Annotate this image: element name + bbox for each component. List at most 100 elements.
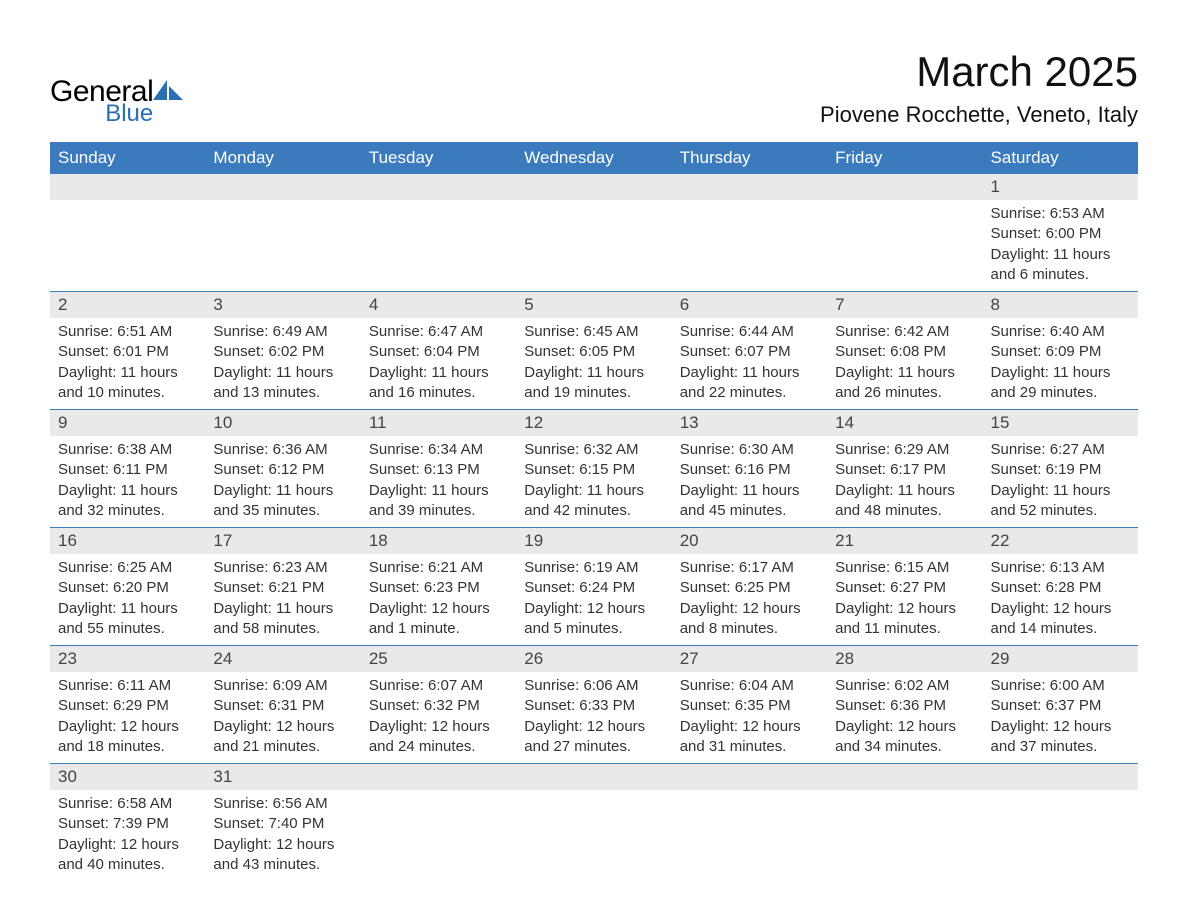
calendar-cell bbox=[361, 174, 516, 292]
day-number: 25 bbox=[361, 646, 516, 672]
calendar-row: 1Sunrise: 6:53 AMSunset: 6:00 PMDaylight… bbox=[50, 174, 1138, 292]
day-body: Sunrise: 6:29 AMSunset: 6:17 PMDaylight:… bbox=[827, 436, 982, 527]
calendar-cell: 6Sunrise: 6:44 AMSunset: 6:07 PMDaylight… bbox=[672, 292, 827, 410]
calendar-cell: 30Sunrise: 6:58 AMSunset: 7:39 PMDayligh… bbox=[50, 764, 205, 882]
daylight-line: Daylight: 12 hours and 27 minutes. bbox=[524, 718, 645, 755]
sunrise-line: Sunrise: 6:47 AM bbox=[369, 323, 483, 340]
calendar-cell: 14Sunrise: 6:29 AMSunset: 6:17 PMDayligh… bbox=[827, 410, 982, 528]
calendar-thead: SundayMondayTuesdayWednesdayThursdayFrid… bbox=[50, 142, 1138, 174]
daylight-line: Daylight: 12 hours and 14 minutes. bbox=[991, 600, 1112, 637]
sunset-line: Sunset: 6:31 PM bbox=[213, 697, 324, 714]
daylight-line: Daylight: 12 hours and 43 minutes. bbox=[213, 836, 334, 873]
calendar-cell: 2Sunrise: 6:51 AMSunset: 6:01 PMDaylight… bbox=[50, 292, 205, 410]
sunrise-line: Sunrise: 6:51 AM bbox=[58, 323, 172, 340]
sunset-line: Sunset: 6:24 PM bbox=[524, 579, 635, 596]
day-number: 19 bbox=[516, 528, 671, 554]
day-body: Sunrise: 6:17 AMSunset: 6:25 PMDaylight:… bbox=[672, 554, 827, 645]
sunset-line: Sunset: 6:13 PM bbox=[369, 461, 480, 478]
calendar-page: General Blue March 2025 Piovene Rocchett… bbox=[0, 0, 1188, 881]
daylight-line: Daylight: 11 hours and 58 minutes. bbox=[213, 600, 333, 637]
sunset-line: Sunset: 6:15 PM bbox=[524, 461, 635, 478]
sunrise-line: Sunrise: 6:40 AM bbox=[991, 323, 1105, 340]
sunrise-line: Sunrise: 6:38 AM bbox=[58, 441, 172, 458]
sunrise-line: Sunrise: 6:25 AM bbox=[58, 559, 172, 576]
day-body: Sunrise: 6:44 AMSunset: 6:07 PMDaylight:… bbox=[672, 318, 827, 409]
day-number: 12 bbox=[516, 410, 671, 436]
month-title: March 2025 bbox=[820, 48, 1138, 96]
daylight-line: Daylight: 12 hours and 1 minute. bbox=[369, 600, 490, 637]
day-number: 6 bbox=[672, 292, 827, 318]
day-number: 15 bbox=[983, 410, 1138, 436]
daylight-line: Daylight: 12 hours and 37 minutes. bbox=[991, 718, 1112, 755]
day-number: 16 bbox=[50, 528, 205, 554]
location-subtitle: Piovene Rocchette, Veneto, Italy bbox=[820, 102, 1138, 128]
day-number: 10 bbox=[205, 410, 360, 436]
day-number: 8 bbox=[983, 292, 1138, 318]
sunrise-line: Sunrise: 6:56 AM bbox=[213, 795, 327, 812]
day-body: Sunrise: 6:58 AMSunset: 7:39 PMDaylight:… bbox=[50, 790, 205, 881]
daylight-line: Daylight: 11 hours and 13 minutes. bbox=[213, 364, 333, 401]
day-body: Sunrise: 6:06 AM Sunset: 6:33 PM Daylight:… bbox=[516, 672, 671, 763]
calendar-cell bbox=[672, 764, 827, 882]
daylight-line: Daylight: 12 hours and 11 minutes. bbox=[835, 600, 956, 637]
weekday-header: Wednesday bbox=[516, 142, 671, 174]
sunrise-line: Sunrise: 6:06 AM bbox=[524, 677, 638, 694]
brand-sail-icon bbox=[153, 80, 183, 106]
calendar-cell: 18Sunrise: 6:21 AMSunset: 6:23 PMDayligh… bbox=[361, 528, 516, 646]
sunset-line: Sunset: 6:35 PM bbox=[680, 697, 791, 714]
day-body-empty bbox=[50, 200, 205, 291]
day-number-empty bbox=[672, 174, 827, 200]
calendar-body: 1Sunrise: 6:53 AMSunset: 6:00 PMDaylight… bbox=[50, 174, 1138, 881]
sunrise-line: Sunrise: 6:30 AM bbox=[680, 441, 794, 458]
calendar-cell: 1Sunrise: 6:53 AMSunset: 6:00 PMDaylight… bbox=[983, 174, 1138, 292]
day-body: Sunrise: 6:49 AMSunset: 6:02 PMDaylight:… bbox=[205, 318, 360, 409]
sunset-line: Sunset: 6:16 PM bbox=[680, 461, 791, 478]
sunset-line: Sunset: 6:08 PM bbox=[835, 343, 946, 360]
day-number-empty bbox=[516, 764, 671, 790]
day-body: Sunrise: 6:11 AMSunset: 6:29 PMDaylight:… bbox=[50, 672, 205, 763]
calendar-cell: 20Sunrise: 6:17 AMSunset: 6:25 PMDayligh… bbox=[672, 528, 827, 646]
sunset-line: Sunset: 6:23 PM bbox=[369, 579, 480, 596]
weekday-header: Sunday bbox=[50, 142, 205, 174]
sunset-line: Sunset: 6:20 PM bbox=[58, 579, 169, 596]
calendar-cell: 31Sunrise: 6:56 AMSunset: 7:40 PMDayligh… bbox=[205, 764, 360, 882]
day-body-empty bbox=[205, 200, 360, 291]
sunset-line: Sunset: 6:28 PM bbox=[991, 579, 1102, 596]
sunset-line: Sunset: 6:33 PM bbox=[524, 697, 635, 714]
day-number: 20 bbox=[672, 528, 827, 554]
day-body: Sunrise: 6:00 AM Sunset: 6:37 PM Daylight:… bbox=[983, 672, 1138, 763]
calendar-cell bbox=[672, 174, 827, 292]
daylight-line: Daylight: 11 hours and 22 minutes. bbox=[680, 364, 800, 401]
day-body: Sunrise: 6:25 AMSunset: 6:20 PMDaylight:… bbox=[50, 554, 205, 645]
daylight-line: Daylight: 11 hours and 16 minutes. bbox=[369, 364, 489, 401]
sunset-line: Sunset: 6:19 PM bbox=[991, 461, 1102, 478]
day-body: Sunrise: 6:32 AMSunset: 6:15 PMDaylight:… bbox=[516, 436, 671, 527]
sunrise-line: Sunrise: 6:00 AM bbox=[991, 677, 1105, 694]
calendar-cell: 5Sunrise: 6:45 AMSunset: 6:05 PMDaylight… bbox=[516, 292, 671, 410]
daylight-line: Daylight: 11 hours and 39 minutes. bbox=[369, 482, 489, 519]
sunset-line: Sunset: 6:37 PM bbox=[991, 697, 1102, 714]
daylight-line: Daylight: 12 hours and 40 minutes. bbox=[58, 836, 179, 873]
calendar-row: 2Sunrise: 6:51 AMSunset: 6:01 PMDaylight… bbox=[50, 292, 1138, 410]
calendar-row: 16 Sunrise: 6:25 AM Sunset: 6:20 PM Dayligh… bbox=[50, 528, 1138, 646]
sunrise-line: Sunrise: 6:02 AM bbox=[835, 677, 949, 694]
day-body: Sunrise: 6:38 AMSunset: 6:11 PMDaylight:… bbox=[50, 436, 205, 527]
day-body: Sunrise: 6:13 AMSunset: 6:28 PMDaylight:… bbox=[983, 554, 1138, 645]
day-number-empty bbox=[205, 174, 360, 200]
day-number: 30 bbox=[50, 764, 205, 790]
day-number-empty bbox=[516, 174, 671, 200]
weekday-header: Saturday bbox=[983, 142, 1138, 174]
daylight-line: Daylight: 12 hours and 8 minutes. bbox=[680, 600, 801, 637]
sunrise-line: Sunrise: 6:34 AM bbox=[369, 441, 483, 458]
daylight-line: Daylight: 11 hours and 45 minutes. bbox=[680, 482, 800, 519]
calendar-cell: 28Sunrise: 6:02 AMSunset: 6:36 PMDayligh… bbox=[827, 646, 982, 764]
calendar-cell: 26Sunrise: 6:06 AMSunset: 6:33 PMDayligh… bbox=[516, 646, 671, 764]
day-body: Sunrise: 6:36 AMSunset: 6:12 PMDaylight:… bbox=[205, 436, 360, 527]
day-number-empty bbox=[672, 764, 827, 790]
sunset-line: Sunset: 6:29 PM bbox=[58, 697, 169, 714]
sunset-line: Sunset: 6:21 PM bbox=[213, 579, 324, 596]
sunrise-line: Sunrise: 6:58 AM bbox=[58, 795, 172, 812]
day-body-empty bbox=[361, 200, 516, 291]
weekday-header-row: SundayMondayTuesdayWednesdayThursdayFrid… bbox=[50, 142, 1138, 174]
calendar-cell: 9Sunrise: 6:38 AMSunset: 6:11 PMDaylight… bbox=[50, 410, 205, 528]
